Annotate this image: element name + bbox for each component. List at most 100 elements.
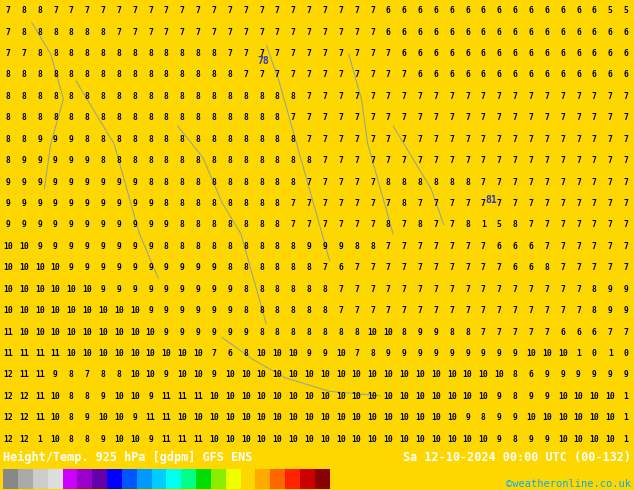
Text: 10: 10 <box>431 435 441 443</box>
Text: 8: 8 <box>402 199 406 208</box>
Text: 9: 9 <box>69 177 74 187</box>
Text: 10: 10 <box>98 327 108 337</box>
Text: 10: 10 <box>542 349 552 358</box>
Text: 7: 7 <box>450 156 454 165</box>
Text: 10: 10 <box>574 413 583 422</box>
Text: 7: 7 <box>354 113 359 122</box>
Text: 7: 7 <box>307 177 311 187</box>
Text: 7: 7 <box>592 220 597 229</box>
Text: 7: 7 <box>481 199 486 208</box>
Text: 8: 8 <box>37 6 42 15</box>
Text: 9: 9 <box>22 199 26 208</box>
Text: 7: 7 <box>339 135 343 144</box>
Text: 6: 6 <box>529 263 533 272</box>
Text: 7: 7 <box>402 242 406 251</box>
Text: 7: 7 <box>307 113 311 122</box>
Text: 7: 7 <box>608 220 612 229</box>
Text: 7: 7 <box>307 27 311 37</box>
Text: 8: 8 <box>545 263 549 272</box>
Text: 9: 9 <box>148 285 153 294</box>
Text: 10: 10 <box>384 435 393 443</box>
Text: 7: 7 <box>6 6 10 15</box>
Text: 8: 8 <box>164 199 169 208</box>
Text: 7: 7 <box>323 220 327 229</box>
Text: 7: 7 <box>180 6 184 15</box>
Text: 8: 8 <box>164 71 169 79</box>
Text: 8: 8 <box>243 242 248 251</box>
Text: 7: 7 <box>560 285 565 294</box>
Text: 8: 8 <box>291 92 295 101</box>
Text: 7: 7 <box>481 306 486 315</box>
Text: 7: 7 <box>402 306 406 315</box>
Text: 6: 6 <box>402 49 406 58</box>
Text: 9: 9 <box>450 349 454 358</box>
Text: 9: 9 <box>228 306 232 315</box>
Text: 11: 11 <box>51 349 60 358</box>
Text: 9: 9 <box>101 435 105 443</box>
Text: 8: 8 <box>212 156 216 165</box>
Text: 7: 7 <box>560 220 565 229</box>
Text: 10: 10 <box>526 413 536 422</box>
Text: 7: 7 <box>386 135 391 144</box>
Text: 9: 9 <box>37 199 42 208</box>
Text: 7: 7 <box>339 92 343 101</box>
Text: 7: 7 <box>307 135 311 144</box>
Text: 8: 8 <box>434 177 438 187</box>
Text: 7: 7 <box>259 71 264 79</box>
Text: 7: 7 <box>450 306 454 315</box>
Text: 7: 7 <box>323 177 327 187</box>
Text: 7: 7 <box>370 199 375 208</box>
Text: 6: 6 <box>450 71 454 79</box>
Text: 9: 9 <box>196 327 200 337</box>
Text: 9: 9 <box>85 413 89 422</box>
Text: 10: 10 <box>368 327 377 337</box>
Text: 8: 8 <box>85 49 89 58</box>
Text: 7: 7 <box>243 49 248 58</box>
Text: 10: 10 <box>399 370 409 379</box>
Text: 7: 7 <box>465 285 470 294</box>
Text: 7: 7 <box>354 135 359 144</box>
Text: 10: 10 <box>447 413 456 422</box>
Text: 6: 6 <box>513 27 517 37</box>
Text: 8: 8 <box>450 327 454 337</box>
Text: 8: 8 <box>180 242 184 251</box>
Text: 8: 8 <box>164 156 169 165</box>
Text: 7: 7 <box>275 49 280 58</box>
Text: 9: 9 <box>465 349 470 358</box>
Text: 8: 8 <box>164 242 169 251</box>
Text: 7: 7 <box>450 242 454 251</box>
Text: 10: 10 <box>35 327 44 337</box>
Text: 6: 6 <box>560 71 565 79</box>
Text: 10: 10 <box>19 242 29 251</box>
Text: 9: 9 <box>117 242 121 251</box>
Text: 8: 8 <box>228 156 232 165</box>
Text: 7: 7 <box>513 285 517 294</box>
Text: 12: 12 <box>3 435 13 443</box>
Text: 7: 7 <box>450 263 454 272</box>
Text: 9: 9 <box>133 413 137 422</box>
Text: 9: 9 <box>101 392 105 401</box>
Text: 7: 7 <box>212 349 216 358</box>
Text: 7: 7 <box>529 156 533 165</box>
Text: 7: 7 <box>339 156 343 165</box>
Text: 9: 9 <box>6 177 10 187</box>
Text: 9: 9 <box>481 349 486 358</box>
Text: 7: 7 <box>465 156 470 165</box>
Text: 6: 6 <box>339 263 343 272</box>
Text: 8: 8 <box>196 135 200 144</box>
Text: 7: 7 <box>339 113 343 122</box>
Text: 9: 9 <box>133 220 137 229</box>
Text: 6: 6 <box>497 6 501 15</box>
FancyBboxPatch shape <box>285 469 300 489</box>
Text: 7: 7 <box>354 349 359 358</box>
Text: 7: 7 <box>576 242 581 251</box>
Text: 7: 7 <box>545 113 549 122</box>
Text: 8: 8 <box>592 285 597 294</box>
Text: 7: 7 <box>386 113 391 122</box>
Text: 10: 10 <box>352 370 361 379</box>
Text: 7: 7 <box>560 135 565 144</box>
Text: 10: 10 <box>98 306 108 315</box>
Text: 7: 7 <box>592 263 597 272</box>
Text: 8: 8 <box>259 285 264 294</box>
Text: 10: 10 <box>415 370 425 379</box>
